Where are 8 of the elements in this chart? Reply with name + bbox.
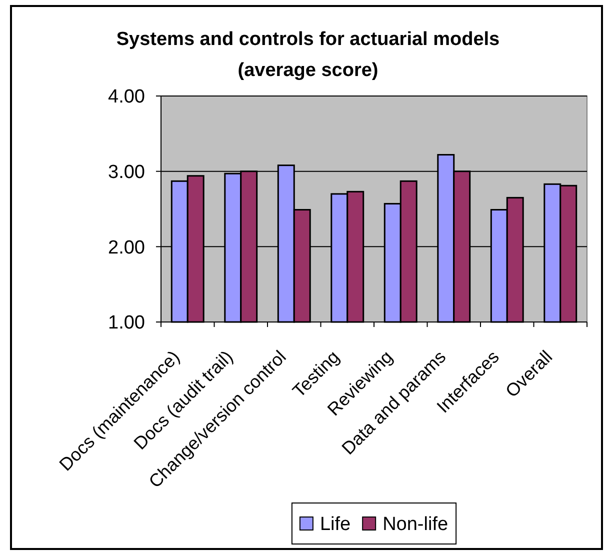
y-tick-label: 2.00 xyxy=(108,237,145,258)
chart-title: Systems and controls for actuarial models xyxy=(116,29,500,50)
chart-subtitle: (average score) xyxy=(238,60,378,81)
y-tick-label: 1.00 xyxy=(108,312,145,334)
legend-label: Life xyxy=(320,514,351,536)
y-tick-label: 4.00 xyxy=(108,86,145,108)
legend-label: Non-life xyxy=(382,514,448,536)
y-tick-label: 3.00 xyxy=(108,162,145,183)
